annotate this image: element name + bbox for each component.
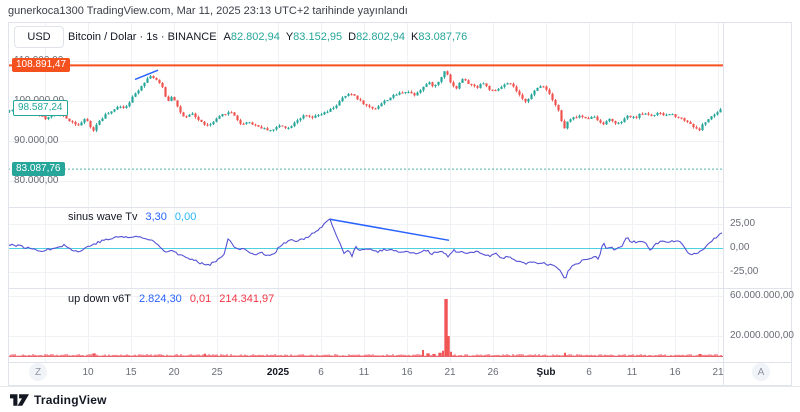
time-axis-left-button[interactable]: Z [29,363,47,381]
time-tick-label: 26 [487,367,499,378]
volume-scale-label: 60.000.000,00 [730,290,794,301]
time-tick-label: 15 [125,367,137,378]
time-tick-label: 11 [626,367,638,378]
sinus-indicator-legend: sinus wave Tv 3,30 0,00 [68,211,196,223]
time-tick-label: 20 [168,367,180,378]
sinus-indicator-value: 3,30 [145,211,167,223]
sinus-scale-label: 0,00 [730,242,750,253]
time-tick-label: 21 [444,367,456,378]
volume-indicator-value-2: 0,01 [189,293,212,305]
volume-indicator-legend: up down v6T 2.824,30 0,01 214.341,97 [68,293,274,305]
ohlc-item: A82.802,94 [223,31,280,43]
tradingview-brand-text: TradingView [34,392,107,407]
time-tick-label: 11 [358,367,370,378]
sinus-indicator-name: sinus wave Tv [68,211,138,223]
time-tick-label: 21 [712,367,724,378]
price-tick-label: 80.000,00 [14,175,59,186]
time-tick-label: 16 [669,367,681,378]
time-tick-label: Şub [536,367,556,378]
time-tick-label: 2025 [266,367,290,378]
ohlc-item: K83.087,76 [411,31,468,43]
sinus-scale-label: 25,00 [730,218,756,229]
last-price-label[interactable]: 83.087,76 [12,161,65,176]
time-axis-right-button[interactable]: A [752,363,770,381]
ohlc-values: A82.802,94 Y83.152,95 D82.802,94 K83.087,76 [224,31,474,43]
sinus-indicator-base-value: 0,00 [174,211,197,223]
volume-indicator-name: up down v6T [68,293,131,305]
time-tick-label: 25 [211,367,223,378]
tradingview-logo[interactable]: TradingView [10,393,107,407]
price-tick-label: 90.000,00 [14,135,59,146]
volume-scale-label: 20.000.000,00 [730,330,794,341]
ohlc-item: D82.802,94 [348,31,405,43]
tradingview-logo-icon [10,393,29,406]
symbol-legend: Bitcoin / Dolar · 1s · BINANCE A82.802,9… [68,30,473,44]
time-tick-label: 10 [82,367,94,378]
time-tick-label: 6 [318,367,324,378]
countdown-price-label[interactable]: 98.587,24 [13,99,68,116]
time-tick-label: 16 [401,367,413,378]
currency-button[interactable]: USD [14,26,64,48]
volume-indicator-value-3: 214.341,97 [219,293,275,305]
volume-indicator-value-1: 2.824,30 [138,293,182,305]
symbol-title: Bitcoin / Dolar · 1s · BINANCE [68,31,217,43]
sinus-scale-label: -25,00 [730,266,759,277]
alert-price-label[interactable]: 108.891,47 [12,58,71,73]
attribution-text: gunerkoca1300 TradingView.com, Mar 11, 2… [8,5,408,17]
footer-bar: TradingView [0,386,800,412]
ohlc-item: Y83.152,95 [285,31,343,43]
time-tick-label: 6 [586,367,592,378]
